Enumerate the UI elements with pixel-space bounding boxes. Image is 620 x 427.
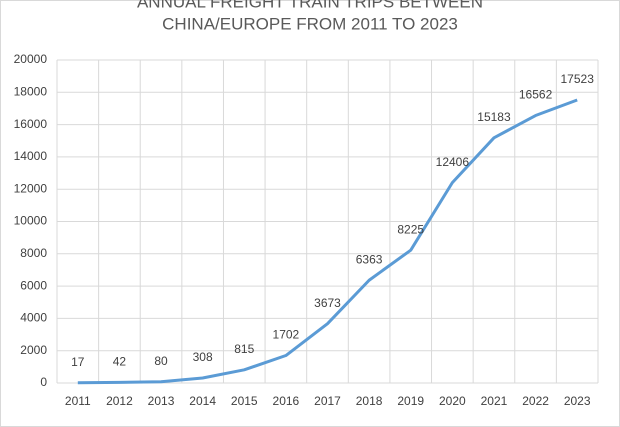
x-tick-label: 2019 bbox=[397, 394, 424, 408]
y-tick-label: 12000 bbox=[14, 181, 48, 195]
x-tick-label: 2018 bbox=[356, 394, 383, 408]
data-label: 17 bbox=[71, 355, 85, 369]
data-label: 308 bbox=[193, 350, 213, 364]
x-tick-label: 2020 bbox=[439, 394, 466, 408]
y-tick-label: 14000 bbox=[14, 149, 48, 163]
y-tick-label: 20000 bbox=[14, 52, 48, 66]
data-label: 12406 bbox=[436, 155, 470, 169]
y-tick-label: 8000 bbox=[20, 246, 47, 260]
x-tick-label: 2016 bbox=[273, 394, 300, 408]
data-label: 815 bbox=[234, 342, 254, 356]
data-label: 3673 bbox=[314, 296, 341, 310]
data-line bbox=[77, 98, 578, 385]
x-tick-label: 2022 bbox=[522, 394, 549, 408]
data-label: 80 bbox=[154, 354, 168, 368]
y-tick-label: 0 bbox=[40, 375, 47, 389]
chart-title: ANNUAL FREIGHT TRAIN TRIPS BETWEEN bbox=[137, 0, 483, 11]
x-tick-label: 2013 bbox=[148, 394, 175, 408]
y-tick-label: 16000 bbox=[14, 117, 48, 131]
x-tick-label: 2017 bbox=[314, 394, 341, 408]
x-tick-label: 2023 bbox=[564, 394, 591, 408]
data-label: 6363 bbox=[356, 252, 383, 266]
data-label: 16562 bbox=[519, 88, 553, 102]
x-tick-label: 2014 bbox=[189, 394, 216, 408]
y-tick-label: 6000 bbox=[20, 278, 47, 292]
y-tick-label: 4000 bbox=[20, 311, 47, 325]
chart-title: CHINA/EUROPE FROM 2011 TO 2023 bbox=[162, 14, 458, 33]
y-tick-label: 18000 bbox=[14, 84, 48, 98]
data-label: 42 bbox=[113, 354, 127, 368]
x-tick-label: 2021 bbox=[481, 394, 508, 408]
y-tick-label: 10000 bbox=[14, 214, 48, 228]
data-label: 1702 bbox=[273, 328, 300, 342]
x-tick-label: 2011 bbox=[65, 394, 91, 408]
x-tick-label: 2012 bbox=[106, 394, 133, 408]
y-tick-label: 2000 bbox=[20, 343, 47, 357]
x-tick-label: 2015 bbox=[231, 394, 258, 408]
data-label: 17523 bbox=[561, 72, 595, 86]
data-label: 8225 bbox=[397, 222, 424, 236]
data-label: 15183 bbox=[477, 110, 511, 124]
